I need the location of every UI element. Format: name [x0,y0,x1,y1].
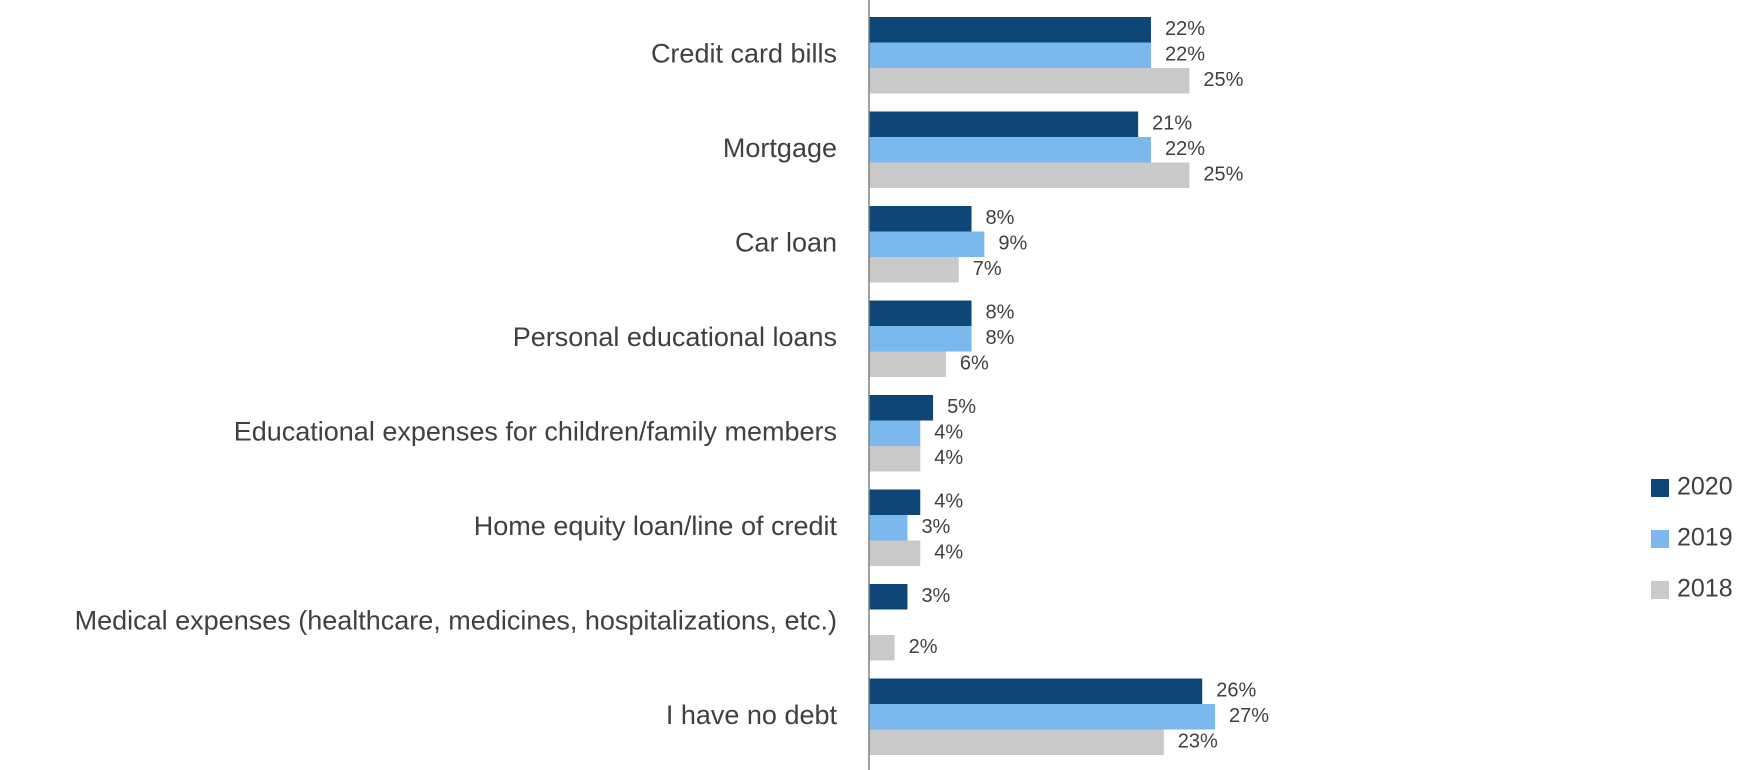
bar [869,420,921,446]
bar [869,326,972,352]
bar [869,206,972,232]
value-label: 25% [1203,69,1243,91]
bar [869,515,908,541]
category-label: Car loan [735,227,837,257]
bar [869,162,1190,188]
bar [869,635,895,661]
value-label: 21% [1152,113,1192,135]
value-label: 3% [921,585,950,607]
category-label: Personal educational loans [513,322,837,352]
bar [869,395,934,421]
bar [869,137,1151,163]
bar [869,704,1216,730]
value-label: 25% [1203,164,1243,186]
value-label: 9% [998,233,1027,255]
value-label: 4% [934,542,963,564]
value-label: 22% [1165,138,1205,160]
value-label: 23% [1178,731,1218,753]
value-label: 3% [921,516,950,538]
category-label: Credit card bills [651,38,837,68]
value-label: 4% [934,447,963,469]
value-label: 8% [986,207,1015,229]
value-label: 4% [934,422,963,444]
bar [869,231,985,257]
value-label: 8% [986,302,1015,324]
bar [869,678,1203,704]
bar [869,300,972,326]
value-label: 7% [973,258,1002,280]
bar [869,729,1164,755]
legend-swatch [1651,581,1669,599]
value-label: 22% [1165,44,1205,66]
bar [869,584,908,610]
value-label: 26% [1216,680,1256,702]
bar [869,489,921,515]
bar [869,42,1151,68]
legend-label: 2018 [1677,575,1733,603]
category-label: Educational expenses for children/family… [234,416,837,446]
value-label: 22% [1165,18,1205,40]
bar [869,257,959,283]
category-label: Medical expenses (healthcare, medicines,… [75,605,837,635]
bar [869,68,1190,94]
value-label: 8% [986,327,1015,349]
category-label: Home equity loan/line of credit [474,511,838,541]
value-label: 5% [947,396,976,418]
bar [869,351,946,377]
value-label: 4% [934,491,963,513]
value-label: 27% [1229,705,1269,727]
bar [869,17,1151,43]
legend-swatch [1651,530,1669,548]
legend-label: 2019 [1677,524,1733,552]
legend-swatch [1651,479,1669,497]
value-label: 2% [909,636,938,658]
bar [869,446,921,472]
legend-label: 2020 [1677,473,1733,501]
value-label: 6% [960,353,989,375]
category-label: I have no debt [666,700,838,730]
bar [869,540,921,566]
bar [869,111,1139,137]
category-label: Mortgage [723,133,837,163]
